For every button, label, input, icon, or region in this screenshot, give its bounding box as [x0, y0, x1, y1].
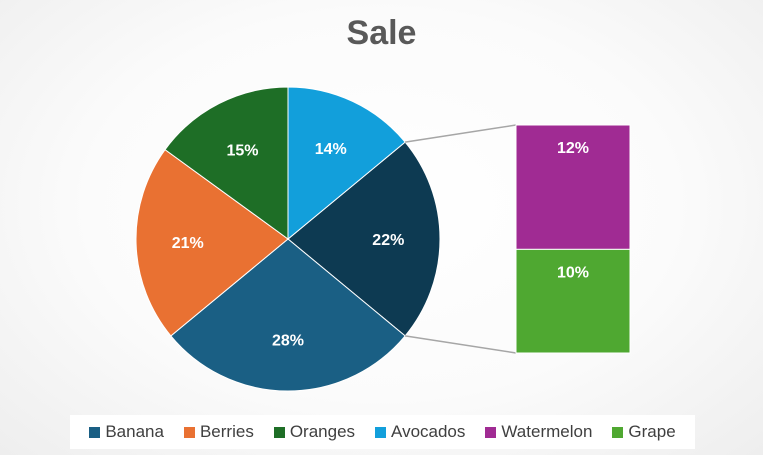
legend-item-oranges: Oranges	[273, 422, 356, 442]
legend-swatch	[375, 426, 387, 438]
chart-title: Sale	[346, 14, 417, 52]
legend-label: Berries	[199, 422, 254, 441]
legend-label: Oranges	[289, 422, 356, 441]
pie-slice-combined-other-label: 22%	[372, 232, 404, 249]
legend-label: Grape	[628, 422, 676, 441]
pie-slice-banana	[170, 238, 406, 392]
legend-label: Avocados	[391, 422, 466, 441]
connector-line-top	[405, 124, 517, 143]
pie-slice-avocados-label: 14%	[315, 141, 347, 158]
chart-legend: Banana Berries Oranges Avocados Watermelon Gr…	[70, 415, 695, 449]
legend-label: Watermelon	[501, 422, 593, 441]
bar-segment-watermelon-label: 12%	[557, 140, 589, 157]
legend-item-berries: Berries	[183, 422, 254, 442]
legend-item-watermelon: Watermelon	[485, 422, 592, 442]
legend-swatch	[485, 426, 497, 438]
pie-slice-oranges	[164, 86, 289, 240]
legend-swatch	[183, 426, 195, 438]
legend-swatch	[273, 426, 285, 438]
legend-item-banana: Banana	[89, 422, 164, 442]
legend-label: Banana	[105, 422, 164, 441]
bar-segment-grape-label: 10%	[557, 264, 589, 281]
legend-item-grape: Grape	[612, 422, 676, 442]
pie-slice-berries-label: 21%	[172, 235, 204, 252]
pie-slice-combined-other	[287, 141, 441, 337]
pie-slice-berries	[135, 148, 289, 337]
pie-slice-banana-label: 28%	[272, 332, 304, 349]
bar-segment-grape	[515, 248, 631, 354]
connector-line-bottom	[405, 335, 517, 354]
legend-swatch	[89, 426, 101, 438]
pie-slice-avocados	[287, 86, 406, 241]
legend-swatch	[612, 426, 624, 438]
legend-item-avocados: Avocados	[375, 422, 465, 442]
pie-slice-oranges-label: 15%	[226, 143, 258, 160]
bar-segment-watermelon	[515, 124, 631, 250]
